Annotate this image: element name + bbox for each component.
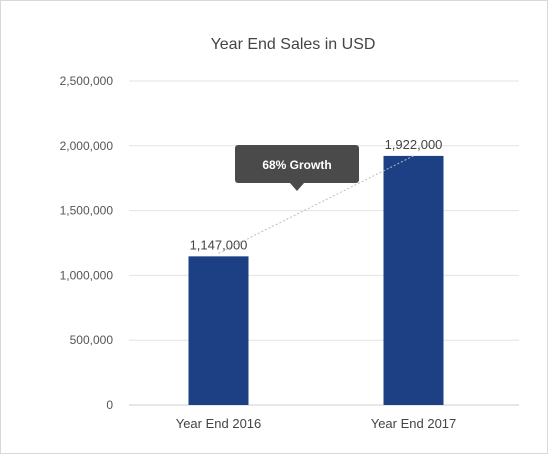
growth-trend-line xyxy=(218,155,414,254)
growth-callout xyxy=(235,145,359,183)
bars xyxy=(188,155,444,405)
y-axis-ticks: 0 500,000 1,000,000 1,500,000 2,000,000 2,500… xyxy=(60,74,114,412)
gridlines xyxy=(129,80,519,406)
bar xyxy=(383,155,444,405)
y-tick-label: 1,500,000 xyxy=(60,204,114,218)
chart-title: Year End Sales in USD xyxy=(211,36,376,53)
y-tick-label: 500,000 xyxy=(70,333,114,347)
growth-annotation: 68% Growth xyxy=(218,145,414,254)
growth-callout-text: 68% Growth xyxy=(262,158,331,172)
x-category-label: Year End 2017 xyxy=(371,416,457,431)
y-tick-label: 1,000,000 xyxy=(60,268,114,282)
y-tick-label: 2,500,000 xyxy=(60,74,114,88)
bar xyxy=(188,256,249,405)
data-labels: 1,147,000 1,922,000 xyxy=(190,137,443,252)
y-tick-label: 2,000,000 xyxy=(60,139,114,153)
x-category-label: Year End 2016 xyxy=(176,416,262,431)
callout-pointer xyxy=(290,183,304,191)
data-label: 1,922,000 xyxy=(385,137,443,152)
data-label: 1,147,000 xyxy=(190,237,248,252)
x-axis-categories: Year End 2016 Year End 2017 xyxy=(176,416,457,431)
y-tick-label: 0 xyxy=(106,398,113,412)
